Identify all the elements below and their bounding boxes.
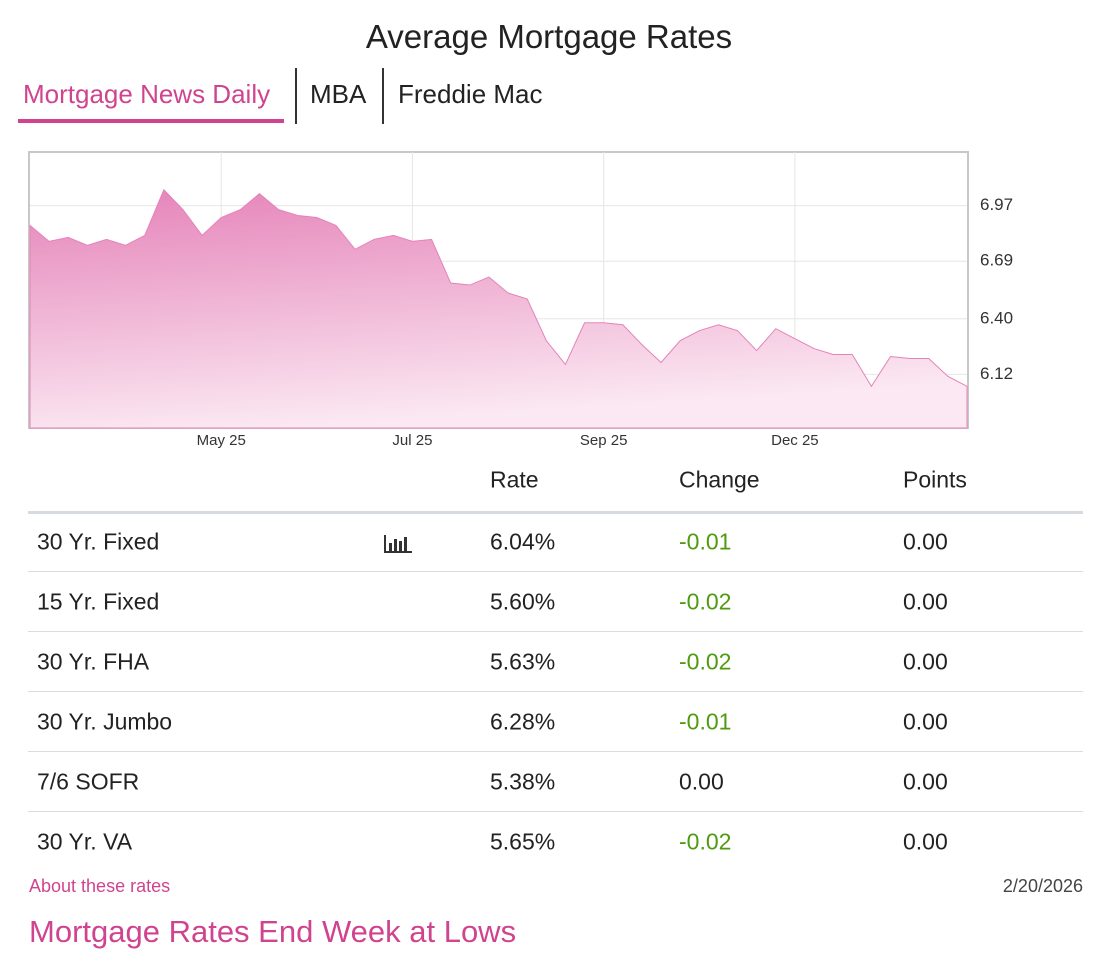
row-line — [28, 571, 1083, 572]
tab[interactable]: Freddie Mac — [398, 79, 543, 109]
column-header: Change — [679, 466, 760, 493]
tab-divider — [382, 68, 384, 124]
row-line — [28, 631, 1083, 632]
change: -0.02 — [679, 648, 732, 675]
y-tick-label: 6.69 — [980, 251, 1013, 270]
rate: 6.28% — [490, 708, 556, 735]
product[interactable]: 7/6 SOFR — [37, 768, 140, 795]
row-line — [28, 751, 1083, 752]
change: 0.00 — [679, 768, 724, 795]
y-tick-label: 6.12 — [980, 364, 1013, 383]
title: Average Mortgage Rates — [365, 18, 733, 55]
product[interactable]: 30 Yr. Jumbo — [37, 708, 173, 735]
rate: 5.60% — [490, 588, 556, 615]
row-line — [28, 811, 1083, 812]
change: -0.01 — [679, 708, 732, 735]
column-header: Rate — [490, 466, 539, 493]
row-line — [28, 691, 1083, 692]
points: 0.00 — [903, 708, 948, 735]
tab-active[interactable]: Mortgage News Daily — [23, 79, 271, 109]
product[interactable]: 30 Yr. VA — [37, 828, 133, 855]
x-tick-label: Dec 25 — [771, 432, 819, 449]
product[interactable]: 30 Yr. Fixed — [37, 528, 160, 555]
rate: 6.04% — [490, 528, 556, 555]
y-tick-label: 6.40 — [980, 308, 1013, 327]
points: 0.00 — [903, 528, 948, 555]
headline[interactable]: Mortgage Rates End Week at Lows — [29, 914, 517, 949]
change: -0.01 — [679, 528, 732, 555]
points: 0.00 — [903, 768, 948, 795]
column-header: Points — [903, 466, 967, 493]
chart-icon-glyph — [384, 535, 412, 553]
date: 2/20/2026 — [1002, 876, 1083, 896]
tab-divider — [295, 68, 297, 124]
tab-underline — [18, 119, 284, 123]
points: 0.00 — [903, 588, 948, 615]
area — [29, 188, 968, 429]
rate: 5.38% — [490, 768, 556, 795]
rate: 5.65% — [490, 828, 556, 855]
chart: 6.12 6.40 6.69 6.97 May 25 Jul 25 Sep 25 Dec 25 — [28, 151, 1013, 449]
about-link[interactable]: About these rates — [29, 876, 171, 896]
tab[interactable]: MBA — [310, 79, 367, 109]
points: 0.00 — [903, 648, 948, 675]
change: -0.02 — [679, 588, 732, 615]
x-tick-label: Jul 25 — [392, 432, 432, 449]
points: 0.00 — [903, 828, 948, 855]
rate: 5.63% — [490, 648, 556, 675]
x-tick-label: May 25 — [197, 432, 246, 449]
product[interactable]: 15 Yr. Fixed — [37, 588, 160, 615]
product[interactable]: 30 Yr. FHA — [37, 648, 150, 675]
chart-icon[interactable] — [384, 532, 412, 553]
x-tick-label: Sep 25 — [580, 432, 628, 449]
change: -0.02 — [679, 828, 732, 855]
header-line — [28, 511, 1083, 514]
y-tick-label: 6.97 — [980, 195, 1013, 214]
